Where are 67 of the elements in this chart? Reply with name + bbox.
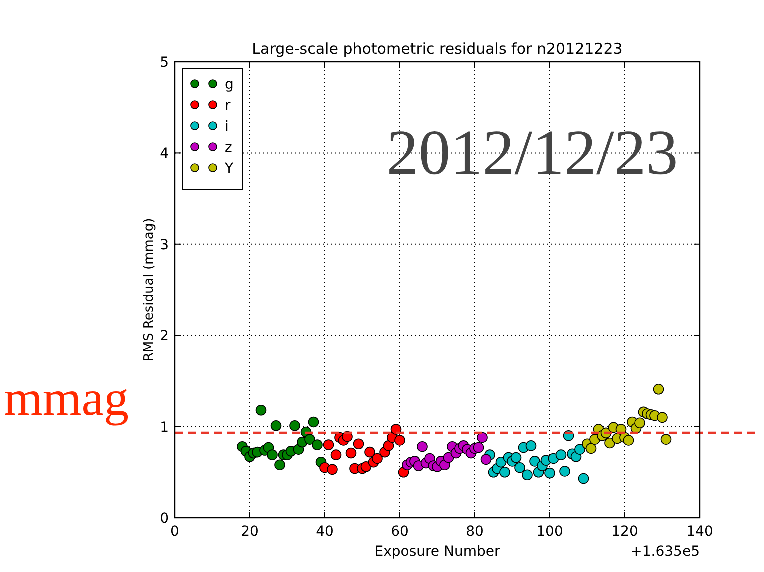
point bbox=[473, 442, 484, 454]
x-tick-label: 80 bbox=[466, 524, 484, 540]
legend-label: z bbox=[225, 140, 232, 156]
x-tick-label: 100 bbox=[536, 524, 564, 540]
point bbox=[496, 456, 507, 468]
point bbox=[383, 440, 394, 452]
point bbox=[623, 435, 634, 446]
x-axis-title: Exposure Number bbox=[374, 544, 500, 560]
y-tick-label: 5 bbox=[160, 55, 169, 71]
point bbox=[653, 384, 664, 395]
point bbox=[274, 460, 286, 471]
point bbox=[660, 434, 672, 445]
y-tick-label: 3 bbox=[160, 237, 169, 254]
x-tick-label: 0 bbox=[170, 524, 180, 540]
point bbox=[360, 462, 372, 472]
point bbox=[346, 448, 357, 459]
legend-label: i bbox=[225, 119, 229, 135]
x-tick-label: 60 bbox=[391, 524, 409, 540]
point bbox=[312, 440, 323, 450]
y-tick-label: 2 bbox=[160, 328, 169, 345]
point bbox=[480, 454, 492, 466]
point bbox=[526, 440, 537, 452]
point bbox=[372, 453, 383, 464]
legend-label: g bbox=[225, 77, 234, 93]
x-tick-label: 20 bbox=[241, 524, 259, 540]
chart-title: Large-scale photometric residuals for n20121223 bbox=[252, 40, 623, 58]
point bbox=[522, 470, 533, 481]
x-tick-label: 120 bbox=[612, 524, 638, 540]
text: mmag bbox=[4, 370, 129, 426]
point bbox=[394, 435, 406, 446]
annotation: 2012/12/23 bbox=[386, 117, 678, 188]
point bbox=[586, 443, 597, 454]
y-axis-title: RMS Residual (mmag) bbox=[142, 218, 157, 362]
y-tick-label: 1 bbox=[160, 420, 169, 436]
point bbox=[417, 441, 428, 452]
y-tick-label: 4 bbox=[160, 146, 170, 162]
point bbox=[327, 464, 338, 476]
point bbox=[604, 438, 616, 449]
point bbox=[267, 450, 278, 460]
point bbox=[514, 462, 526, 474]
point bbox=[578, 473, 590, 484]
x-tick-label: 40 bbox=[316, 524, 334, 540]
point bbox=[560, 466, 570, 477]
point bbox=[353, 438, 364, 450]
point bbox=[290, 420, 300, 432]
point bbox=[556, 450, 567, 460]
legend-label: Y bbox=[224, 161, 234, 177]
point bbox=[330, 450, 342, 460]
point bbox=[510, 452, 522, 464]
point bbox=[500, 467, 510, 478]
point bbox=[364, 446, 376, 458]
point bbox=[270, 420, 282, 432]
legend-label: r bbox=[225, 98, 231, 114]
point bbox=[304, 434, 316, 445]
point bbox=[574, 444, 586, 455]
point bbox=[657, 412, 668, 424]
text: +1.635e5 bbox=[630, 544, 700, 560]
point bbox=[634, 418, 646, 429]
point bbox=[308, 416, 320, 428]
point bbox=[477, 432, 488, 444]
point bbox=[323, 440, 334, 450]
x-tick-label: 140 bbox=[686, 524, 714, 540]
point bbox=[544, 468, 556, 479]
point bbox=[443, 452, 454, 464]
point bbox=[256, 404, 267, 416]
point bbox=[530, 456, 540, 467]
y-tick-label: 0 bbox=[160, 511, 169, 527]
